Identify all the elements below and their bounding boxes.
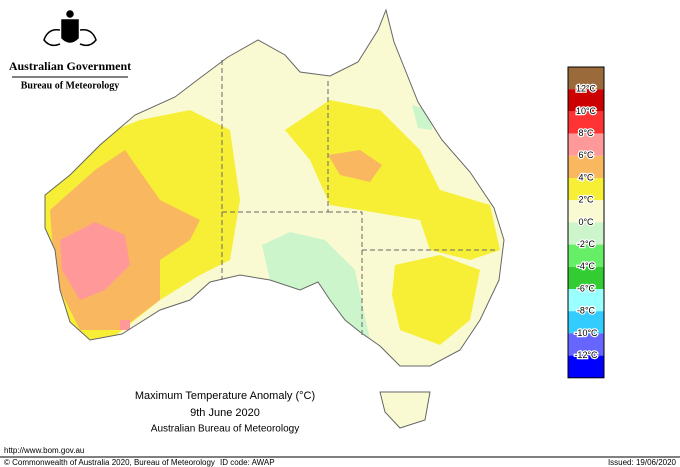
legend-swatch: [568, 355, 604, 378]
legend-frame: [567, 66, 605, 379]
legend-swatch: [568, 222, 604, 245]
legend-label: -10°C: [574, 328, 598, 338]
footer-url: http://www.bom.gov.au: [4, 446, 84, 455]
legend-label: 10°C: [576, 106, 597, 116]
coastline: [44, 8, 505, 429]
legend-swatch: [568, 289, 604, 312]
legend-label: -6°C: [577, 283, 596, 293]
agency-name: Bureau of Meteorology: [21, 80, 120, 91]
legend-swatch: [568, 178, 604, 201]
footer-issued: Issued: 19/06/2020: [608, 458, 677, 467]
legend-label: -12°C: [574, 350, 598, 360]
legend-label: -8°C: [577, 306, 596, 316]
footer-copyright: © Commonwealth of Australia 2020, Bureau…: [4, 458, 215, 467]
legend-label: 2°C: [578, 195, 594, 205]
legend-label: -4°C: [577, 261, 596, 271]
state-borders: [221, 60, 495, 338]
legend-swatch: [568, 133, 604, 156]
legend-swatch: [568, 155, 604, 178]
legend-label: -2°C: [577, 239, 596, 249]
legend-swatch: [568, 67, 604, 90]
legend-label: 12°C: [576, 84, 597, 94]
legend-swatch: [568, 333, 604, 356]
legend-label: 4°C: [578, 172, 594, 182]
map-title: Maximum Temperature Anomaly (°C): [135, 390, 315, 402]
legend-swatch: [568, 200, 604, 223]
coat-of-arms: [43, 10, 97, 47]
map-date: 9th June 2020: [190, 407, 260, 419]
map-source: Australian Bureau of Meteorology: [151, 424, 299, 435]
legend-label: 8°C: [578, 128, 594, 138]
footer-id: ID code: AWAP: [220, 458, 275, 467]
legend-label: 6°C: [578, 150, 594, 160]
legend: 12°C 10°C 8°C 6°C 4°C 2°C 0°C -2°C -4°C -6°C -8°C -…: [567, 66, 605, 379]
government-name: Australian Government: [9, 59, 131, 73]
legend-swatch: [568, 111, 604, 134]
legend-swatch: [568, 311, 604, 334]
legend-swatch: [568, 89, 604, 112]
legend-swatch: [568, 244, 604, 267]
legend-swatch: [568, 266, 604, 289]
legend-label: 0°C: [578, 217, 594, 227]
